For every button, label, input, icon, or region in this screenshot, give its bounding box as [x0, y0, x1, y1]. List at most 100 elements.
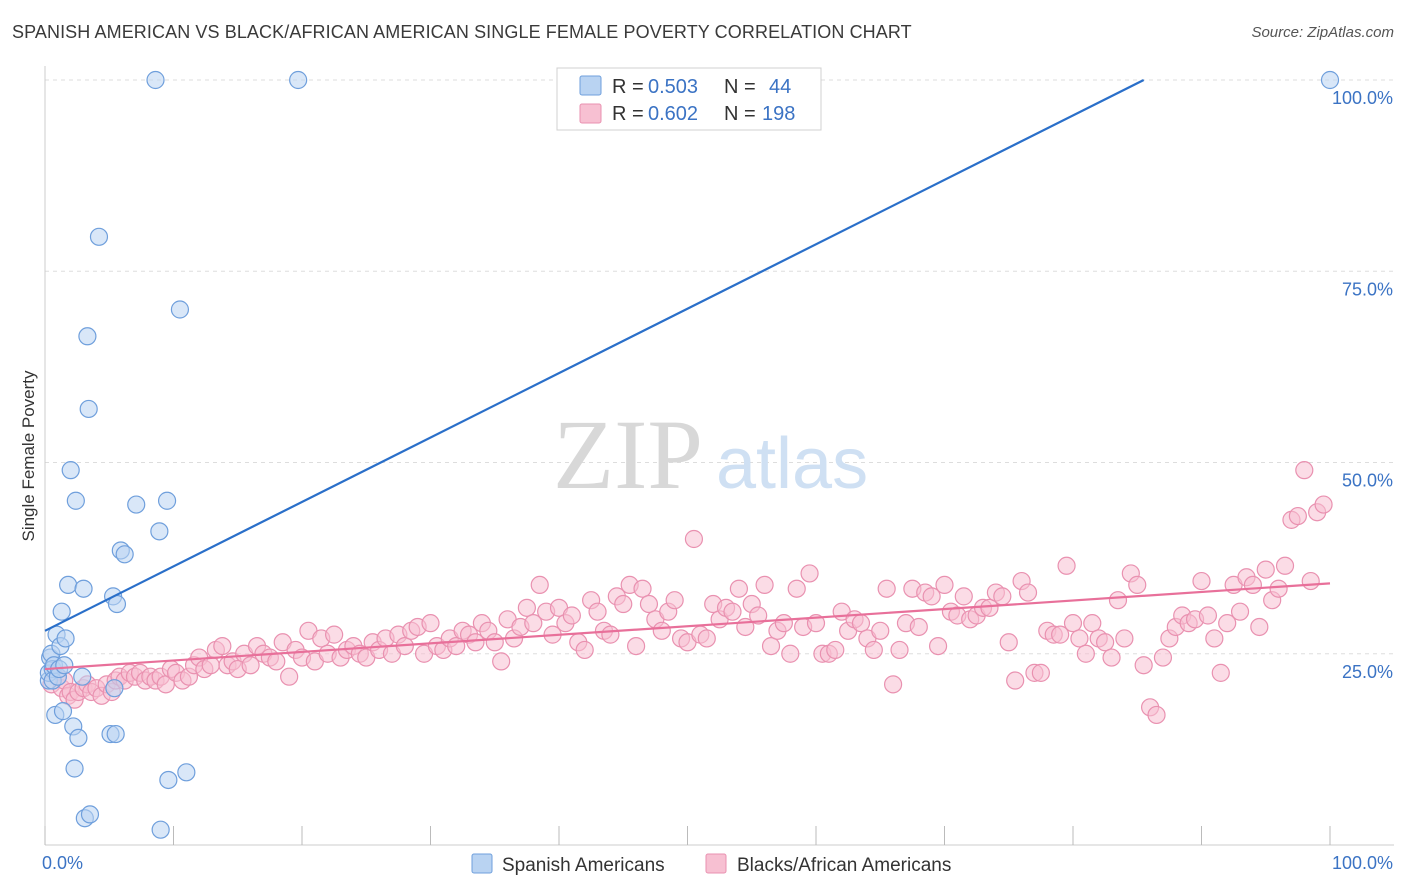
point-blacks-175 — [1108, 591, 1128, 610]
point-blacks-127 — [800, 564, 819, 583]
point-blacks-78 — [485, 633, 504, 652]
point-blacks-155 — [980, 598, 999, 617]
stats-n-value-spanish: 44 — [769, 76, 791, 98]
point-blacks-100 — [626, 636, 646, 656]
point-blacks-203 — [1288, 506, 1307, 526]
legend-label-blacks: Blacks/African Americans — [737, 855, 951, 876]
point-blacks-168 — [1063, 614, 1083, 633]
stats-n-label-blacks: N = — [724, 103, 756, 125]
point-blacks-139 — [877, 579, 896, 598]
point-spanish-40 — [157, 491, 177, 510]
point-blacks-167 — [1057, 556, 1076, 575]
point-blacks-85 — [530, 575, 549, 595]
point-blacks-35 — [213, 636, 232, 656]
point-blacks-161 — [1018, 583, 1038, 602]
point-blacks-158 — [999, 633, 1018, 652]
stats-r-value-spanish: 0.503 — [648, 76, 698, 98]
point-blacks-94 — [588, 602, 607, 621]
point-spanish-32 — [106, 724, 125, 744]
point-blacks-178 — [1128, 575, 1147, 595]
y-tick-label-2: 75.0% — [1342, 279, 1393, 299]
stats-swatch-spanish — [579, 75, 602, 96]
point-spanish-41 — [159, 770, 178, 790]
point-blacks-148 — [935, 575, 954, 595]
point-spanish-27 — [80, 805, 100, 824]
y-tick-label-0: 25.0% — [1342, 662, 1393, 682]
point-spanish-43 — [177, 763, 196, 782]
point-blacks-98 — [614, 594, 633, 614]
point-blacks-101 — [633, 579, 652, 598]
point-blacks-44 — [267, 652, 286, 671]
point-blacks-119 — [749, 606, 768, 625]
point-spanish-28 — [89, 227, 109, 246]
stats-r-value-blacks: 0.602 — [648, 103, 698, 125]
point-blacks-191 — [1211, 663, 1230, 682]
point-blacks-53 — [325, 625, 344, 644]
point-spanish-19 — [65, 759, 84, 778]
point-blacks-121 — [761, 636, 781, 656]
point-blacks-124 — [781, 644, 800, 663]
point-spanish-17 — [61, 461, 80, 480]
point-blacks-176 — [1115, 629, 1134, 648]
stats-box: R = 0.503 N = 44 R = 0.602 N = 198 — [556, 67, 822, 131]
point-spanish-44 — [289, 70, 308, 90]
point-blacks-179 — [1134, 656, 1153, 675]
point-blacks-171 — [1083, 614, 1102, 633]
chart-title: SPANISH AMERICAN VS BLACK/AFRICAN AMERIC… — [12, 22, 912, 42]
legend-swatch-spanish — [471, 853, 493, 874]
point-blacks-201 — [1275, 556, 1295, 575]
point-blacks-173 — [1096, 633, 1115, 652]
point-blacks-116 — [729, 579, 749, 598]
trend-line-blacks — [44, 582, 1331, 671]
stats-n-label-spanish: N = — [724, 76, 756, 98]
point-blacks-90 — [562, 606, 581, 625]
point-spanish-21 — [69, 728, 88, 748]
point-blacks-157 — [993, 587, 1012, 606]
legend-swatch-blacks — [705, 853, 727, 874]
point-blacks-137 — [864, 640, 883, 660]
point-blacks-146 — [922, 587, 941, 606]
point-blacks-106 — [665, 591, 684, 610]
point-blacks-75 — [466, 633, 485, 652]
point-blacks-189 — [1198, 606, 1218, 625]
point-blacks-115 — [723, 602, 742, 621]
point-spanish-26 — [79, 399, 98, 419]
point-blacks-144 — [909, 617, 928, 637]
point-blacks-198 — [1256, 560, 1275, 579]
x-tick-labels: 0.0% 100.0% — [42, 853, 1393, 873]
point-spanish-12 — [52, 602, 71, 621]
point-blacks-196 — [1243, 575, 1263, 595]
point-blacks-197 — [1250, 617, 1269, 637]
axes — [44, 66, 1394, 846]
point-blacks-140 — [883, 675, 903, 694]
point-blacks-83 — [517, 598, 536, 617]
y-axis-label: Single Female Poverty — [19, 370, 38, 542]
grid-lines — [45, 79, 1394, 655]
point-blacks-84 — [524, 614, 543, 633]
point-blacks-109 — [684, 529, 704, 549]
point-blacks-40 — [241, 656, 260, 675]
stats-r-label-blacks: R = — [612, 103, 644, 125]
point-blacks-169 — [1070, 629, 1089, 648]
point-blacks-159 — [1006, 671, 1025, 690]
point-blacks-138 — [871, 621, 890, 640]
point-spanish-25 — [78, 327, 97, 346]
point-blacks-182 — [1153, 648, 1173, 667]
point-spanish-39 — [151, 820, 170, 839]
stats-n-value-blacks: 198 — [762, 103, 795, 125]
point-spanish-36 — [127, 495, 146, 514]
point-spanish-20 — [66, 491, 85, 510]
point-spanish-16 — [59, 575, 78, 595]
point-blacks-131 — [826, 640, 845, 660]
stats-swatch-blacks — [579, 103, 602, 124]
point-blacks-120 — [755, 575, 774, 595]
point-spanish-38 — [150, 522, 169, 541]
source-label: Source: ZipAtlas.com — [1251, 24, 1394, 41]
point-spanish-13 — [53, 702, 73, 721]
point-blacks-46 — [280, 667, 299, 686]
point-spanish-22 — [73, 667, 92, 686]
point-blacks-181 — [1147, 705, 1166, 725]
point-blacks-190 — [1205, 629, 1224, 648]
point-blacks-192 — [1218, 614, 1237, 633]
